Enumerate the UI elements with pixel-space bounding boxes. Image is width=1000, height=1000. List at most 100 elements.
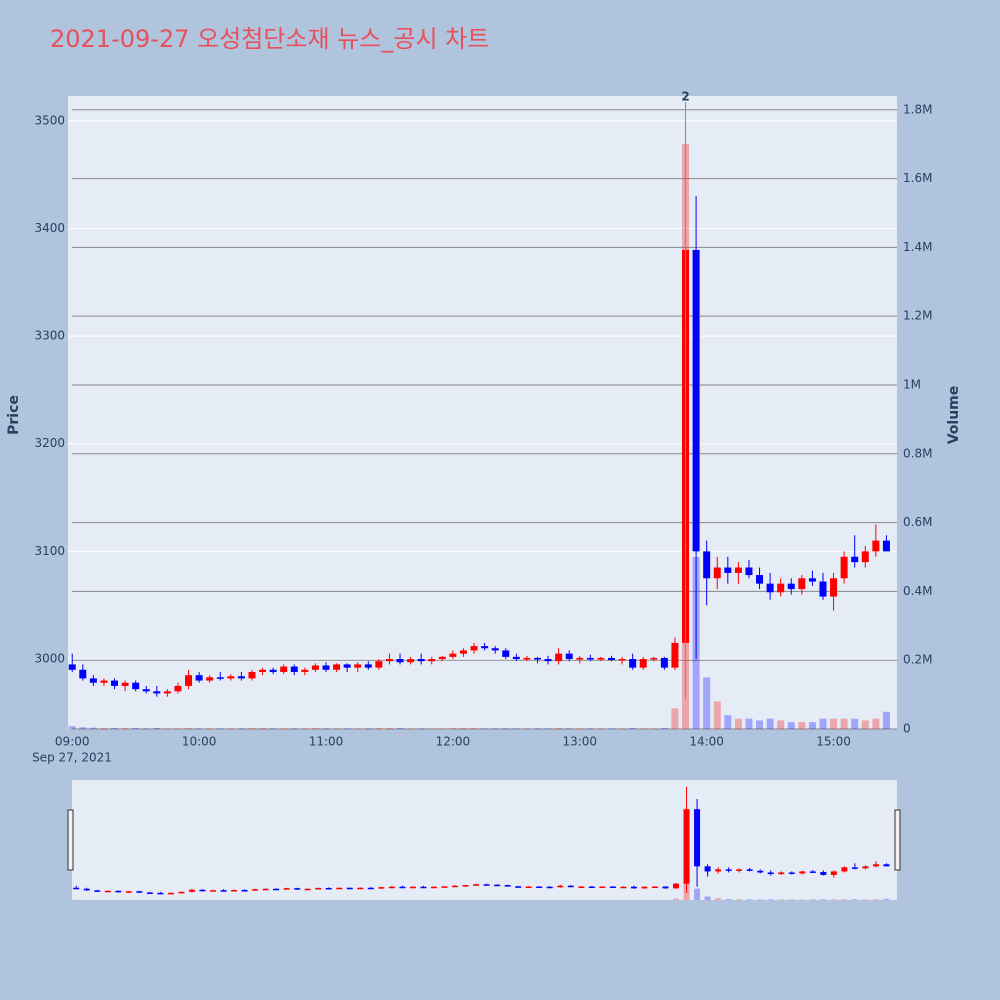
slider-candle-body (609, 886, 616, 889)
x-tick-label: 11:00 (309, 735, 344, 749)
candle-body (618, 659, 626, 661)
slider-candle-body (157, 892, 164, 895)
slider-candle-body (336, 887, 343, 890)
y-tick-label: 3200 (34, 436, 65, 450)
volume-bar (861, 720, 869, 729)
candle-body (142, 689, 150, 692)
slider-candle-body (851, 867, 858, 869)
candle-body (354, 664, 362, 668)
slider-candle-body (883, 864, 890, 867)
volume-bar (459, 727, 467, 729)
slider-volume-bar (883, 898, 890, 900)
slider-candle-body (683, 809, 690, 884)
volume-bar (237, 728, 245, 729)
volume-bar (777, 720, 785, 729)
slider-volume-bar (778, 899, 785, 900)
volume-bar (576, 728, 584, 729)
slider-candle-body (820, 872, 827, 875)
slider-candle-body (630, 886, 637, 889)
volume-bar (100, 727, 108, 729)
candle-body (301, 669, 309, 672)
volume-bar (819, 718, 827, 729)
volume-bar (407, 728, 415, 729)
range-handle-left[interactable] (67, 809, 74, 871)
volume-bar (734, 718, 742, 729)
y2-tick-label: 1.2M (903, 309, 932, 323)
candle-body (650, 657, 658, 660)
candle-body (639, 659, 647, 668)
slider-candle-body (83, 888, 90, 891)
volume-bar (417, 728, 425, 729)
slider-candle-body (125, 891, 132, 893)
y2-axis-title: Volume (946, 386, 962, 445)
y-tick-label: 3500 (34, 113, 65, 127)
volume-bar (438, 728, 446, 729)
candle-body (185, 675, 193, 686)
volume-bar (502, 728, 510, 729)
slider-candle-body (578, 886, 585, 889)
slider-candle-body (567, 885, 574, 888)
y2-tick-label: 1.4M (903, 240, 932, 254)
slider-candle-body (767, 872, 774, 875)
volume-bar (565, 728, 573, 729)
candle-body (861, 551, 869, 563)
slider-volume-bar (704, 896, 711, 900)
slider-candle-body (136, 891, 143, 893)
volume-bar (756, 720, 764, 729)
slider-candle-body (557, 885, 564, 888)
candle-body (872, 540, 880, 552)
volume-bar (608, 728, 616, 729)
slider-candle-body (483, 884, 490, 886)
candle-body (227, 676, 235, 679)
candle-body (481, 646, 489, 649)
candle-body (840, 556, 848, 579)
candle-body (555, 653, 563, 662)
volume-bar (713, 701, 721, 729)
volume-bar (629, 727, 637, 729)
slider-volume-bar (725, 899, 732, 900)
plot-area (68, 96, 897, 729)
candle-body (756, 575, 764, 584)
candle-body (375, 661, 383, 668)
candle-body (533, 657, 541, 660)
volume-bar (216, 728, 224, 729)
volume-bar (851, 718, 859, 729)
slider-candle-body (262, 888, 269, 891)
volume-bar (163, 728, 171, 729)
slider-candle-body (830, 871, 837, 875)
y2-tick-label: 0.2M (903, 653, 932, 667)
slider-candle-body (294, 888, 301, 890)
slider-candle-body (620, 886, 627, 889)
volume-bar (671, 708, 679, 729)
y2-tick-label: 0.4M (903, 584, 932, 598)
candle-body (808, 578, 816, 582)
slider-candle-body (504, 885, 511, 887)
slider-candle-body (104, 890, 111, 893)
slider-candle-body (841, 867, 848, 872)
slider-candle-body (273, 888, 280, 891)
candle-body (216, 677, 224, 679)
candle-body (79, 669, 87, 679)
volume-bar (470, 727, 478, 729)
volume-bar (724, 715, 732, 729)
slider-candle-body (73, 887, 80, 890)
slider-candle-body (736, 869, 743, 871)
y-tick-label: 3100 (34, 544, 65, 558)
candle-body (248, 671, 256, 679)
range-handle-right[interactable] (894, 809, 901, 871)
slider-candle-body (441, 886, 448, 888)
y2-tick-label: 0 (903, 722, 911, 736)
annotation-label: 2 (681, 90, 689, 104)
slider-candle-body (515, 886, 522, 888)
range-slider[interactable] (72, 780, 897, 900)
slider-candle-body (588, 886, 595, 889)
y2-tick-label: 1.6M (903, 171, 932, 185)
volume-bar (142, 728, 150, 729)
slider-candle-body (231, 890, 238, 892)
volume-bar (745, 718, 753, 729)
volume-bar (428, 728, 436, 729)
candle-body (470, 646, 478, 651)
slider-candle-body (430, 886, 437, 889)
volume-bar (185, 727, 193, 729)
volume-bar (364, 728, 372, 729)
